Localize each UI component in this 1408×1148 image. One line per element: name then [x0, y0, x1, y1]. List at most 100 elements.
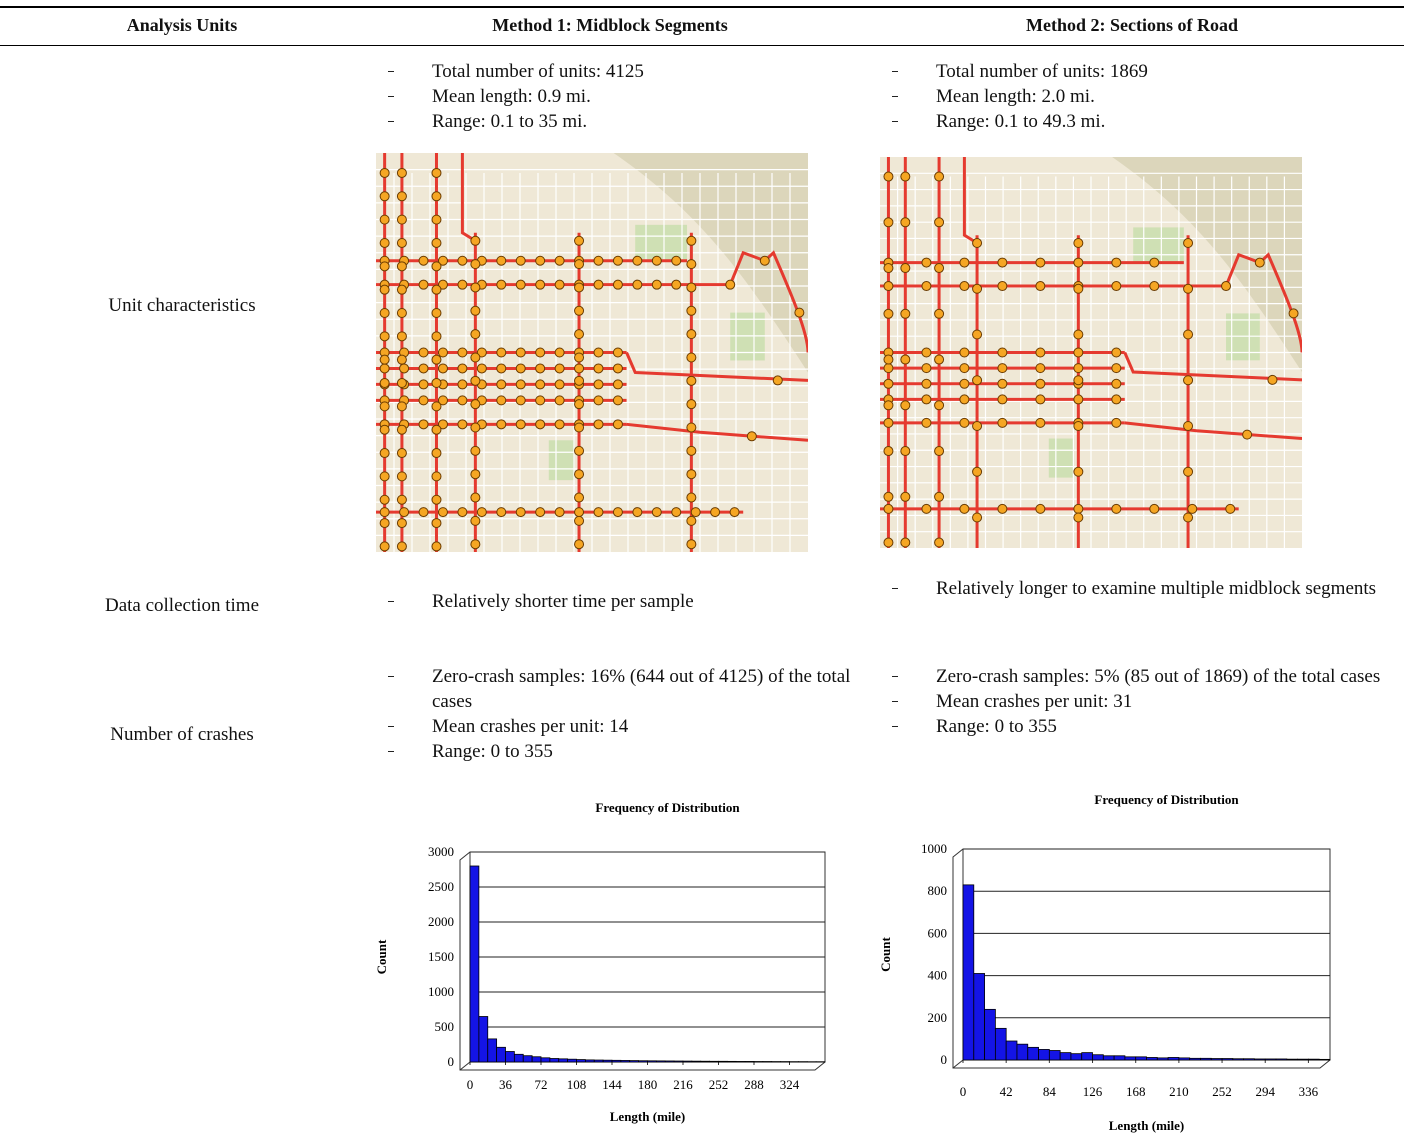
map-node	[575, 493, 584, 502]
map-node	[935, 401, 944, 410]
map-node	[555, 508, 564, 517]
bullet-list: Zero-crash samples: 5% (85 out of 1869) …	[890, 664, 1390, 739]
map-node	[935, 355, 944, 364]
map-image	[880, 157, 1302, 548]
map-node	[594, 280, 603, 289]
x-tick-label: 294	[1255, 1084, 1275, 1099]
bullet-marker	[890, 109, 936, 134]
map-node	[458, 508, 467, 517]
bullet-marker	[890, 714, 936, 739]
map-node	[730, 508, 739, 517]
map-node	[458, 280, 467, 289]
map-node	[555, 420, 564, 429]
bar	[963, 885, 974, 1060]
bar	[621, 1060, 630, 1062]
map-node	[613, 380, 622, 389]
bullet-text: Mean length: 0.9 mi.	[432, 84, 591, 109]
map-node	[555, 364, 564, 373]
map-node	[884, 538, 893, 547]
map-node	[901, 172, 910, 181]
map-node	[516, 256, 525, 265]
map-node	[795, 308, 804, 317]
map-node	[687, 540, 696, 549]
map-node	[726, 280, 735, 289]
map-node	[380, 508, 389, 517]
map-node	[884, 218, 893, 227]
map-node	[613, 420, 622, 429]
map-node	[458, 396, 467, 405]
x-tick-label: 144	[602, 1077, 622, 1092]
x-tick-label: 216	[673, 1077, 693, 1092]
map-node	[613, 280, 622, 289]
map-park	[549, 440, 575, 480]
map-node	[438, 364, 447, 373]
bullet-text: Range: 0.1 to 49.3 mi.	[936, 109, 1105, 134]
bullet-list: Relatively longer to examine multiple mi…	[890, 576, 1390, 601]
bar	[488, 1039, 497, 1062]
map-node	[998, 418, 1007, 427]
map-node	[1036, 258, 1045, 267]
map-node	[998, 395, 1007, 404]
bullet-marker	[386, 664, 432, 714]
map-node	[380, 262, 389, 271]
x-axis-label: Length (mile)	[1109, 1118, 1184, 1133]
map-node	[397, 332, 406, 341]
map-node	[1074, 364, 1083, 373]
x-tick-label: 0	[467, 1077, 474, 1092]
map-node	[594, 380, 603, 389]
y-tick-label: 600	[928, 925, 948, 940]
map-node	[380, 168, 389, 177]
map-node	[935, 309, 944, 318]
map-node	[1112, 379, 1121, 388]
bullet-text: Relatively shorter time per sample	[432, 589, 694, 614]
map-node	[922, 348, 931, 357]
map-node	[594, 420, 603, 429]
map-node	[1226, 504, 1235, 513]
map-node	[1243, 430, 1252, 439]
map-node	[438, 348, 447, 357]
map-node	[672, 280, 681, 289]
y-tick-label: 1000	[921, 841, 947, 856]
map-node	[536, 396, 545, 405]
map-node	[922, 282, 931, 291]
bar	[1147, 1057, 1158, 1060]
map-node	[477, 508, 486, 517]
map-node	[884, 492, 893, 501]
plot-frame	[953, 849, 1330, 1068]
bar	[532, 1057, 541, 1062]
map-node	[1112, 348, 1121, 357]
y-tick-label: 2500	[428, 879, 454, 894]
x-tick-label: 252	[1212, 1084, 1232, 1099]
map-node	[497, 348, 506, 357]
bar	[1136, 1057, 1147, 1060]
bullet-text: Range: 0 to 355	[432, 739, 553, 764]
bullet-marker	[386, 714, 432, 739]
map-node	[458, 348, 467, 357]
bullet-text: Mean crashes per unit: 14	[432, 714, 628, 739]
bar	[1276, 1059, 1287, 1060]
map-node	[922, 258, 931, 267]
map-node	[652, 508, 661, 517]
map-node	[397, 308, 406, 317]
bar	[1319, 1059, 1330, 1060]
map-node	[973, 330, 982, 339]
x-tick-label: 168	[1126, 1084, 1146, 1099]
map-node	[1036, 364, 1045, 373]
x-tick-label: 126	[1083, 1084, 1103, 1099]
map-node	[687, 400, 696, 409]
y-axis-label: Count	[878, 936, 893, 971]
map-node	[397, 519, 406, 528]
y-tick-label: 200	[928, 1010, 948, 1025]
map-node	[884, 401, 893, 410]
map-node	[1188, 504, 1197, 513]
bullet-marker	[890, 59, 936, 84]
chart-title: Frequency of Distribution	[1094, 792, 1239, 807]
bar	[701, 1061, 710, 1062]
map-node	[922, 395, 931, 404]
bullet-item: Range: 0.1 to 49.3 mi.	[890, 109, 1390, 134]
bar	[1298, 1059, 1309, 1060]
row-label: Data collection time	[0, 595, 364, 617]
map-node	[497, 508, 506, 517]
map-node	[1184, 422, 1193, 431]
